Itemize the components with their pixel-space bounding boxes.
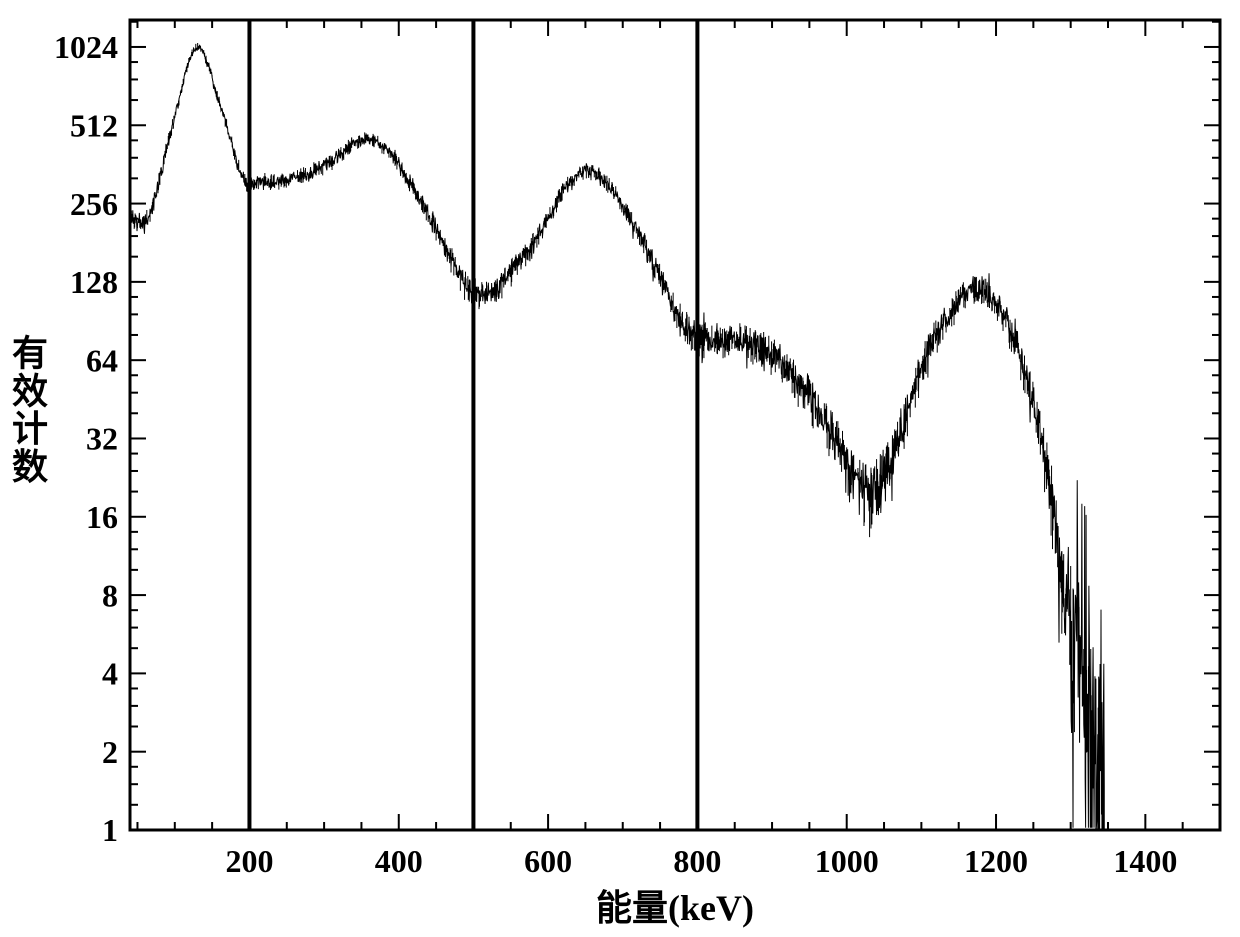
svg-text:800: 800	[673, 843, 721, 879]
svg-text:400: 400	[375, 843, 423, 879]
svg-text:1400: 1400	[1113, 843, 1177, 879]
svg-text:512: 512	[70, 107, 118, 143]
svg-text:有效计数: 有效计数	[12, 334, 48, 487]
svg-text:1: 1	[102, 812, 118, 848]
svg-text:能量(keV): 能量(keV)	[596, 888, 754, 928]
svg-text:16: 16	[86, 499, 118, 535]
svg-text:1000: 1000	[815, 843, 879, 879]
svg-text:200: 200	[225, 843, 273, 879]
chart-svg: 200 400 600 800 1000 1200 1400 能量(keV) 1 2 4 8 16 32 6…	[0, 0, 1240, 937]
svg-text:8: 8	[102, 577, 118, 613]
svg-text:32: 32	[86, 421, 118, 457]
svg-text:600: 600	[524, 843, 572, 879]
svg-text:64: 64	[86, 342, 118, 378]
svg-text:1200: 1200	[964, 843, 1028, 879]
spectrum-chart: 200 400 600 800 1000 1200 1400 能量(keV) 1 2 4 8 16 32 6…	[0, 0, 1240, 937]
svg-text:2: 2	[102, 734, 118, 770]
svg-text:1024: 1024	[54, 29, 118, 65]
svg-text:4: 4	[102, 656, 118, 692]
svg-text:128: 128	[70, 264, 118, 300]
svg-text:256: 256	[70, 186, 118, 222]
